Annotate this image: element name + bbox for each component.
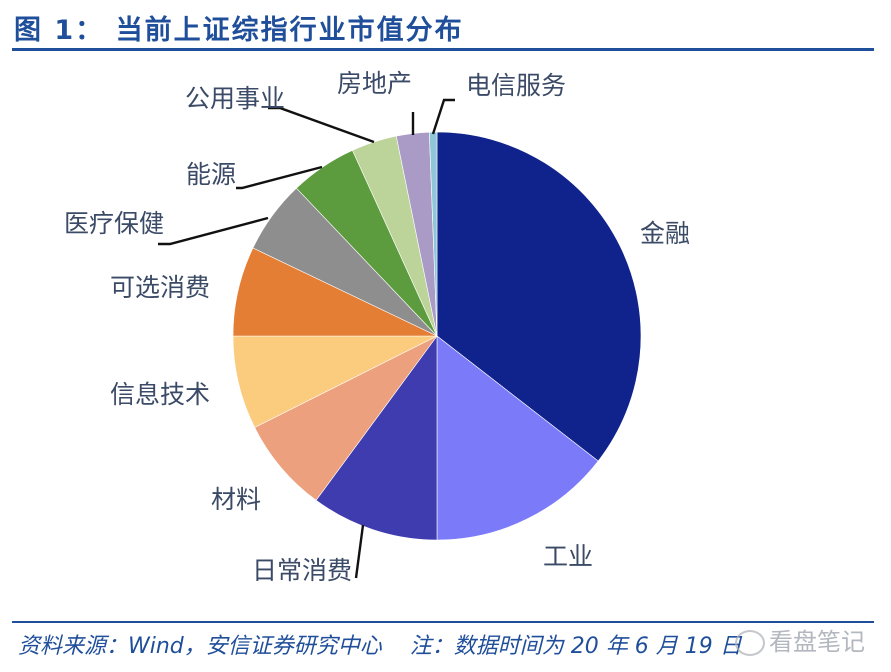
pie-slice-0 — [436, 131, 642, 462]
footer: 资料来源：Wind，安信证券研究中心 注：数据时间为 20 年 6 月 19 日 — [18, 628, 742, 660]
title-divider — [12, 48, 874, 51]
pie-slice-3 — [254, 335, 438, 501]
label-dianxin: 电信服务 — [466, 71, 566, 100]
label-kexuan: 可选消费 — [110, 273, 210, 302]
wechat-icon — [735, 630, 765, 656]
label-xinxi: 信息技术 — [110, 380, 210, 409]
leader-lines — [158, 98, 455, 579]
watermark-text: 看盘笔记 — [769, 628, 865, 656]
label-richang: 日常消费 — [252, 556, 352, 585]
pie-slice-1 — [436, 335, 599, 541]
chart-title: 图 1： 当前上证综指行业市值分布 — [14, 15, 464, 46]
date-note: 注：数据时间为 20 年 6 月 19 日 — [409, 634, 742, 659]
pie-slices — [232, 131, 642, 541]
label-fangdichan: 房地产 — [337, 69, 412, 98]
label-gongye: 工业 — [543, 542, 593, 571]
label-gongyong: 公用事业 — [185, 84, 285, 113]
source-note: 资料来源：Wind，安信证券研究中心 — [18, 634, 382, 659]
watermark: 看盘笔记 — [735, 622, 865, 657]
label-cailiao: 材料 — [211, 485, 261, 514]
label-jinrong: 金融 — [640, 219, 690, 248]
label-nengyuan: 能源 — [186, 160, 236, 189]
label-yiliao: 医疗保健 — [64, 209, 164, 238]
footer-divider — [12, 621, 874, 623]
pie-slice-2 — [315, 335, 438, 541]
